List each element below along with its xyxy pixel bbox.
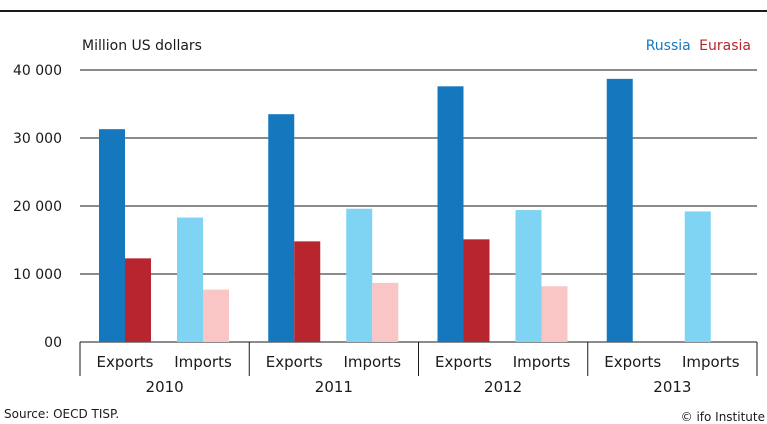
bar-russia-imports xyxy=(515,210,542,342)
bar-russia-imports xyxy=(684,211,711,342)
bar-eurasia-exports xyxy=(125,258,151,342)
legend: Russia Eurasia xyxy=(642,38,751,54)
y-tick-label: 00 xyxy=(44,335,62,351)
bar-eurasia-exports xyxy=(463,239,490,342)
copyright-credit: © ifo Institute xyxy=(680,410,765,424)
bar-russia-exports xyxy=(268,114,295,342)
y-tick-label: 30 000 xyxy=(13,131,62,147)
unit-label: Million US dollars xyxy=(82,38,202,54)
bar-eurasia-imports xyxy=(541,286,568,342)
x-group-label: 2011 xyxy=(315,378,353,396)
x-category-label: Imports xyxy=(174,353,232,371)
bar-eurasia-exports xyxy=(294,241,321,342)
y-tick-label: 10 000 xyxy=(13,267,62,283)
top-rule xyxy=(0,10,767,12)
x-category-label: Exports xyxy=(97,353,154,371)
legend-russia: Russia xyxy=(645,38,691,54)
bar-russia-imports xyxy=(177,217,203,342)
y-tick-label: 40 000 xyxy=(13,63,62,79)
bar-russia-exports xyxy=(437,86,464,342)
x-category-label: Exports xyxy=(435,353,492,371)
x-group-label: 2010 xyxy=(146,378,184,396)
x-category-label: Imports xyxy=(343,353,401,371)
bar-russia-imports xyxy=(346,208,373,342)
x-category-label: Imports xyxy=(682,353,740,371)
x-group-label: 2012 xyxy=(484,378,522,396)
bar-eurasia-imports xyxy=(372,282,399,342)
bar-russia-exports xyxy=(99,129,125,342)
y-tick-label: 20 000 xyxy=(13,199,62,215)
source-note: Source: OECD TISP. xyxy=(4,407,120,421)
bar-russia-exports xyxy=(606,78,633,342)
x-category-label: Exports xyxy=(266,353,323,371)
legend-eurasia: Eurasia xyxy=(699,38,751,54)
x-category-label: Imports xyxy=(513,353,571,371)
x-category-label: Exports xyxy=(604,353,661,371)
x-group-label: 2013 xyxy=(653,378,691,396)
bar-eurasia-imports xyxy=(203,289,229,342)
